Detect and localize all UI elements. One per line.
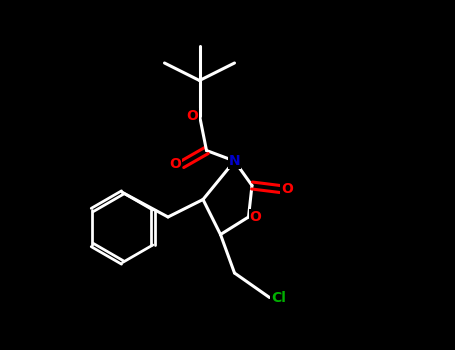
- Text: O: O: [187, 108, 198, 122]
- Text: O: O: [249, 210, 262, 224]
- Text: O: O: [281, 182, 293, 196]
- Text: O: O: [169, 158, 181, 172]
- Text: N: N: [229, 154, 240, 168]
- Text: Cl: Cl: [271, 290, 286, 304]
